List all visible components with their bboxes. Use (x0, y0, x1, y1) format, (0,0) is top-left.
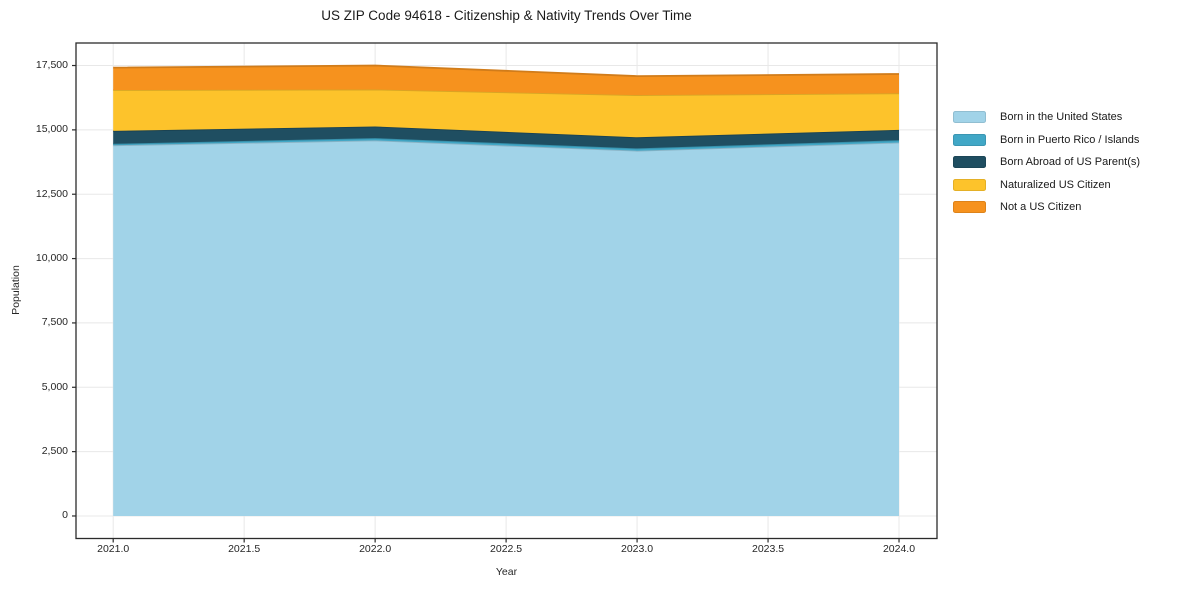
legend-label: Not a US Citizen (1000, 201, 1082, 213)
legend-label: Naturalized US Citizen (1000, 178, 1111, 191)
legend-swatch (953, 111, 986, 123)
legend-label: Born in the United States (1000, 111, 1123, 123)
legend-swatch (953, 178, 986, 191)
x-tick-label: 2022.0 (359, 543, 392, 555)
axis-ticks (72, 64, 900, 543)
x-axis-title: Year (495, 566, 518, 578)
x-tick-label: 2022.5 (490, 543, 523, 555)
y-tick-label: 7,500 (41, 316, 68, 329)
y-tick-label: 2,500 (41, 445, 68, 458)
y-tick-label: 10,000 (35, 252, 68, 265)
x-tick-label: 2024.0 (882, 543, 916, 555)
y-tick-label: 5,000 (41, 380, 68, 393)
area-series-3 (113, 89, 899, 138)
legend-label: Born in Puerto Rico / Islands (1000, 133, 1140, 146)
legend-item-0: Born in the United States (953, 111, 1140, 123)
area-series-4 (113, 65, 899, 96)
y-tick-label: 0 (62, 509, 68, 522)
stacked-areas (113, 64, 900, 516)
x-tick-label: 2021.0 (97, 543, 130, 555)
legend-swatch (953, 201, 986, 213)
x-tick-label: 2023.0 (621, 543, 654, 555)
y-axis-title: Population (10, 265, 22, 315)
legend-swatch (953, 156, 986, 168)
legend: Born in the United States Born in Puerto … (953, 111, 1140, 224)
y-tick-label: 12,500 (35, 187, 68, 200)
y-tick-label: 17,500 (35, 59, 68, 72)
chart-title: US ZIP Code 94618 - Citizenship & Nativi… (321, 8, 692, 23)
x-tick-label: 2021.5 (228, 543, 261, 555)
area-series-2 (113, 126, 899, 149)
y-tick-label: 15,000 (35, 123, 68, 136)
area-series-0 (113, 140, 899, 516)
legend-item-2: Born Abroad of US Parent(s) (953, 156, 1140, 168)
legend-swatch (953, 133, 986, 146)
legend-label: Born Abroad of US Parent(s) (1000, 156, 1141, 168)
area-series-1 (113, 138, 899, 151)
area-series-4-edge (113, 64, 900, 77)
legend-item-1: Born in Puerto Rico / Islands (953, 133, 1140, 146)
legend-item-3: Naturalized US Citizen (953, 178, 1140, 191)
x-tick-label: 2023.5 (751, 543, 785, 555)
legend-item-4: Not a US Citizen (953, 201, 1140, 213)
